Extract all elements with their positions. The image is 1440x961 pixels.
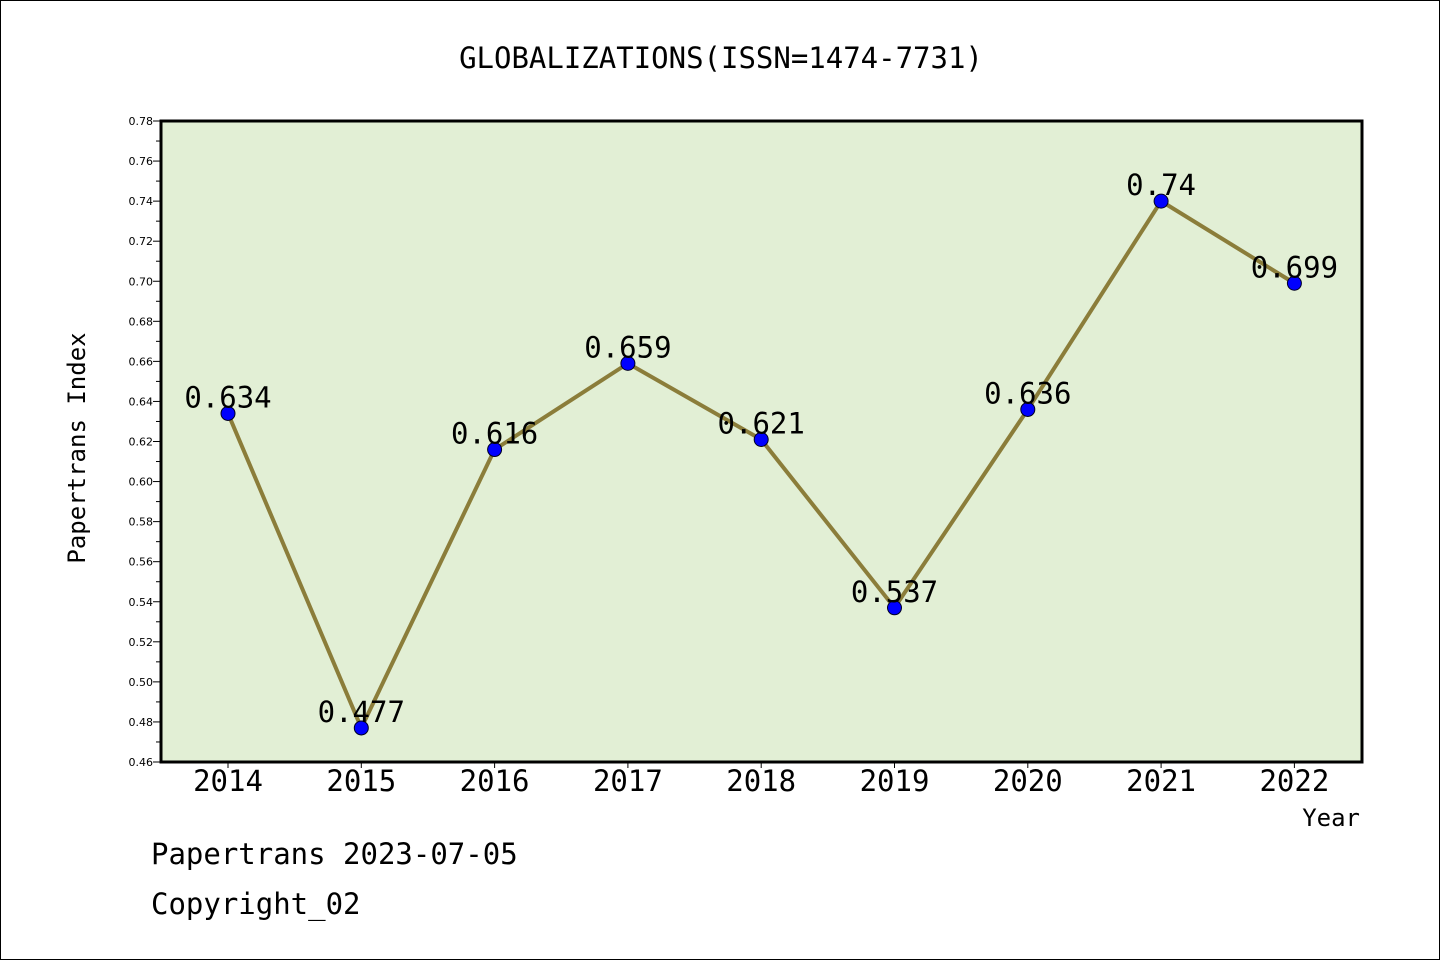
x-axis-label: Year xyxy=(1302,804,1360,832)
x-tick-label: 2022 xyxy=(1259,764,1329,798)
data-point xyxy=(487,442,503,458)
footer-copyright: Copyright_02 xyxy=(151,887,361,922)
data-labels: 0.634 0.477 0.616 0.659 0.621 0.537 0.636 0.74 0… xyxy=(184,168,1338,729)
data-point xyxy=(220,405,236,421)
y-tick-label: 0.58 xyxy=(129,516,154,529)
data-point xyxy=(753,431,769,447)
data-point xyxy=(1020,401,1036,417)
data-label: 0.537 xyxy=(851,575,938,609)
y-tick-label: 0.54 xyxy=(129,596,154,609)
x-tick-label: 2019 xyxy=(860,764,930,798)
x-tick-label: 2018 xyxy=(726,764,796,798)
y-tick-label: 0.76 xyxy=(129,155,154,168)
data-label: 0.477 xyxy=(318,695,405,729)
y-tick-label: 0.46 xyxy=(129,756,154,769)
y-tick-label: 0.56 xyxy=(129,556,154,569)
x-tick-label: 2015 xyxy=(326,764,396,798)
y-tick-label: 0.52 xyxy=(129,636,154,649)
data-point xyxy=(887,600,902,616)
data-points xyxy=(220,193,1302,736)
x-tick-label: 2021 xyxy=(1126,764,1196,798)
y-tick-label: 0.60 xyxy=(129,476,154,489)
y-tick-label: 0.74 xyxy=(129,195,154,208)
data-point xyxy=(1153,193,1169,209)
data-label: 0.621 xyxy=(718,406,805,440)
y-tick-label: 0.48 xyxy=(129,716,154,729)
chart-title: GLOBALIZATIONS(ISSN=1474-7731) xyxy=(459,41,983,75)
data-point xyxy=(353,720,369,736)
data-label: 0.634 xyxy=(184,380,271,414)
y-tick-label: 0.78 xyxy=(129,115,154,128)
y-axis: 0.46 0.48 0.50 0.52 0.54 0.56 0.58 0.60 0.62 0.64… xyxy=(129,115,161,769)
data-label: 0.636 xyxy=(984,376,1071,410)
y-tick-label: 0.64 xyxy=(129,395,154,408)
x-axis: 2014 2015 2016 2017 2018 2019 2020 2021 2022 xyxy=(193,762,1329,798)
y-tick-label: 0.66 xyxy=(129,355,154,368)
y-tick-label: 0.50 xyxy=(129,676,154,689)
y-tick-label: 0.72 xyxy=(129,235,154,248)
data-label: 0.659 xyxy=(584,330,671,364)
x-tick-label: 2017 xyxy=(593,764,663,798)
x-tick-label: 2016 xyxy=(460,764,530,798)
y-tick-label: 0.68 xyxy=(129,315,154,328)
x-tick-label: 2014 xyxy=(193,764,263,798)
data-label: 0.616 xyxy=(451,417,538,451)
y-tick-label: 0.70 xyxy=(129,275,154,288)
y-axis-label: Papertrans Index xyxy=(63,332,91,563)
y-tick-label: 0.62 xyxy=(129,436,154,449)
x-tick-label: 2020 xyxy=(993,764,1063,798)
data-point xyxy=(1286,275,1302,291)
data-label: 0.699 xyxy=(1251,250,1338,284)
footer-date: Papertrans 2023-07-05 xyxy=(151,837,518,871)
data-point xyxy=(620,355,636,371)
data-label: 0.74 xyxy=(1126,168,1196,202)
